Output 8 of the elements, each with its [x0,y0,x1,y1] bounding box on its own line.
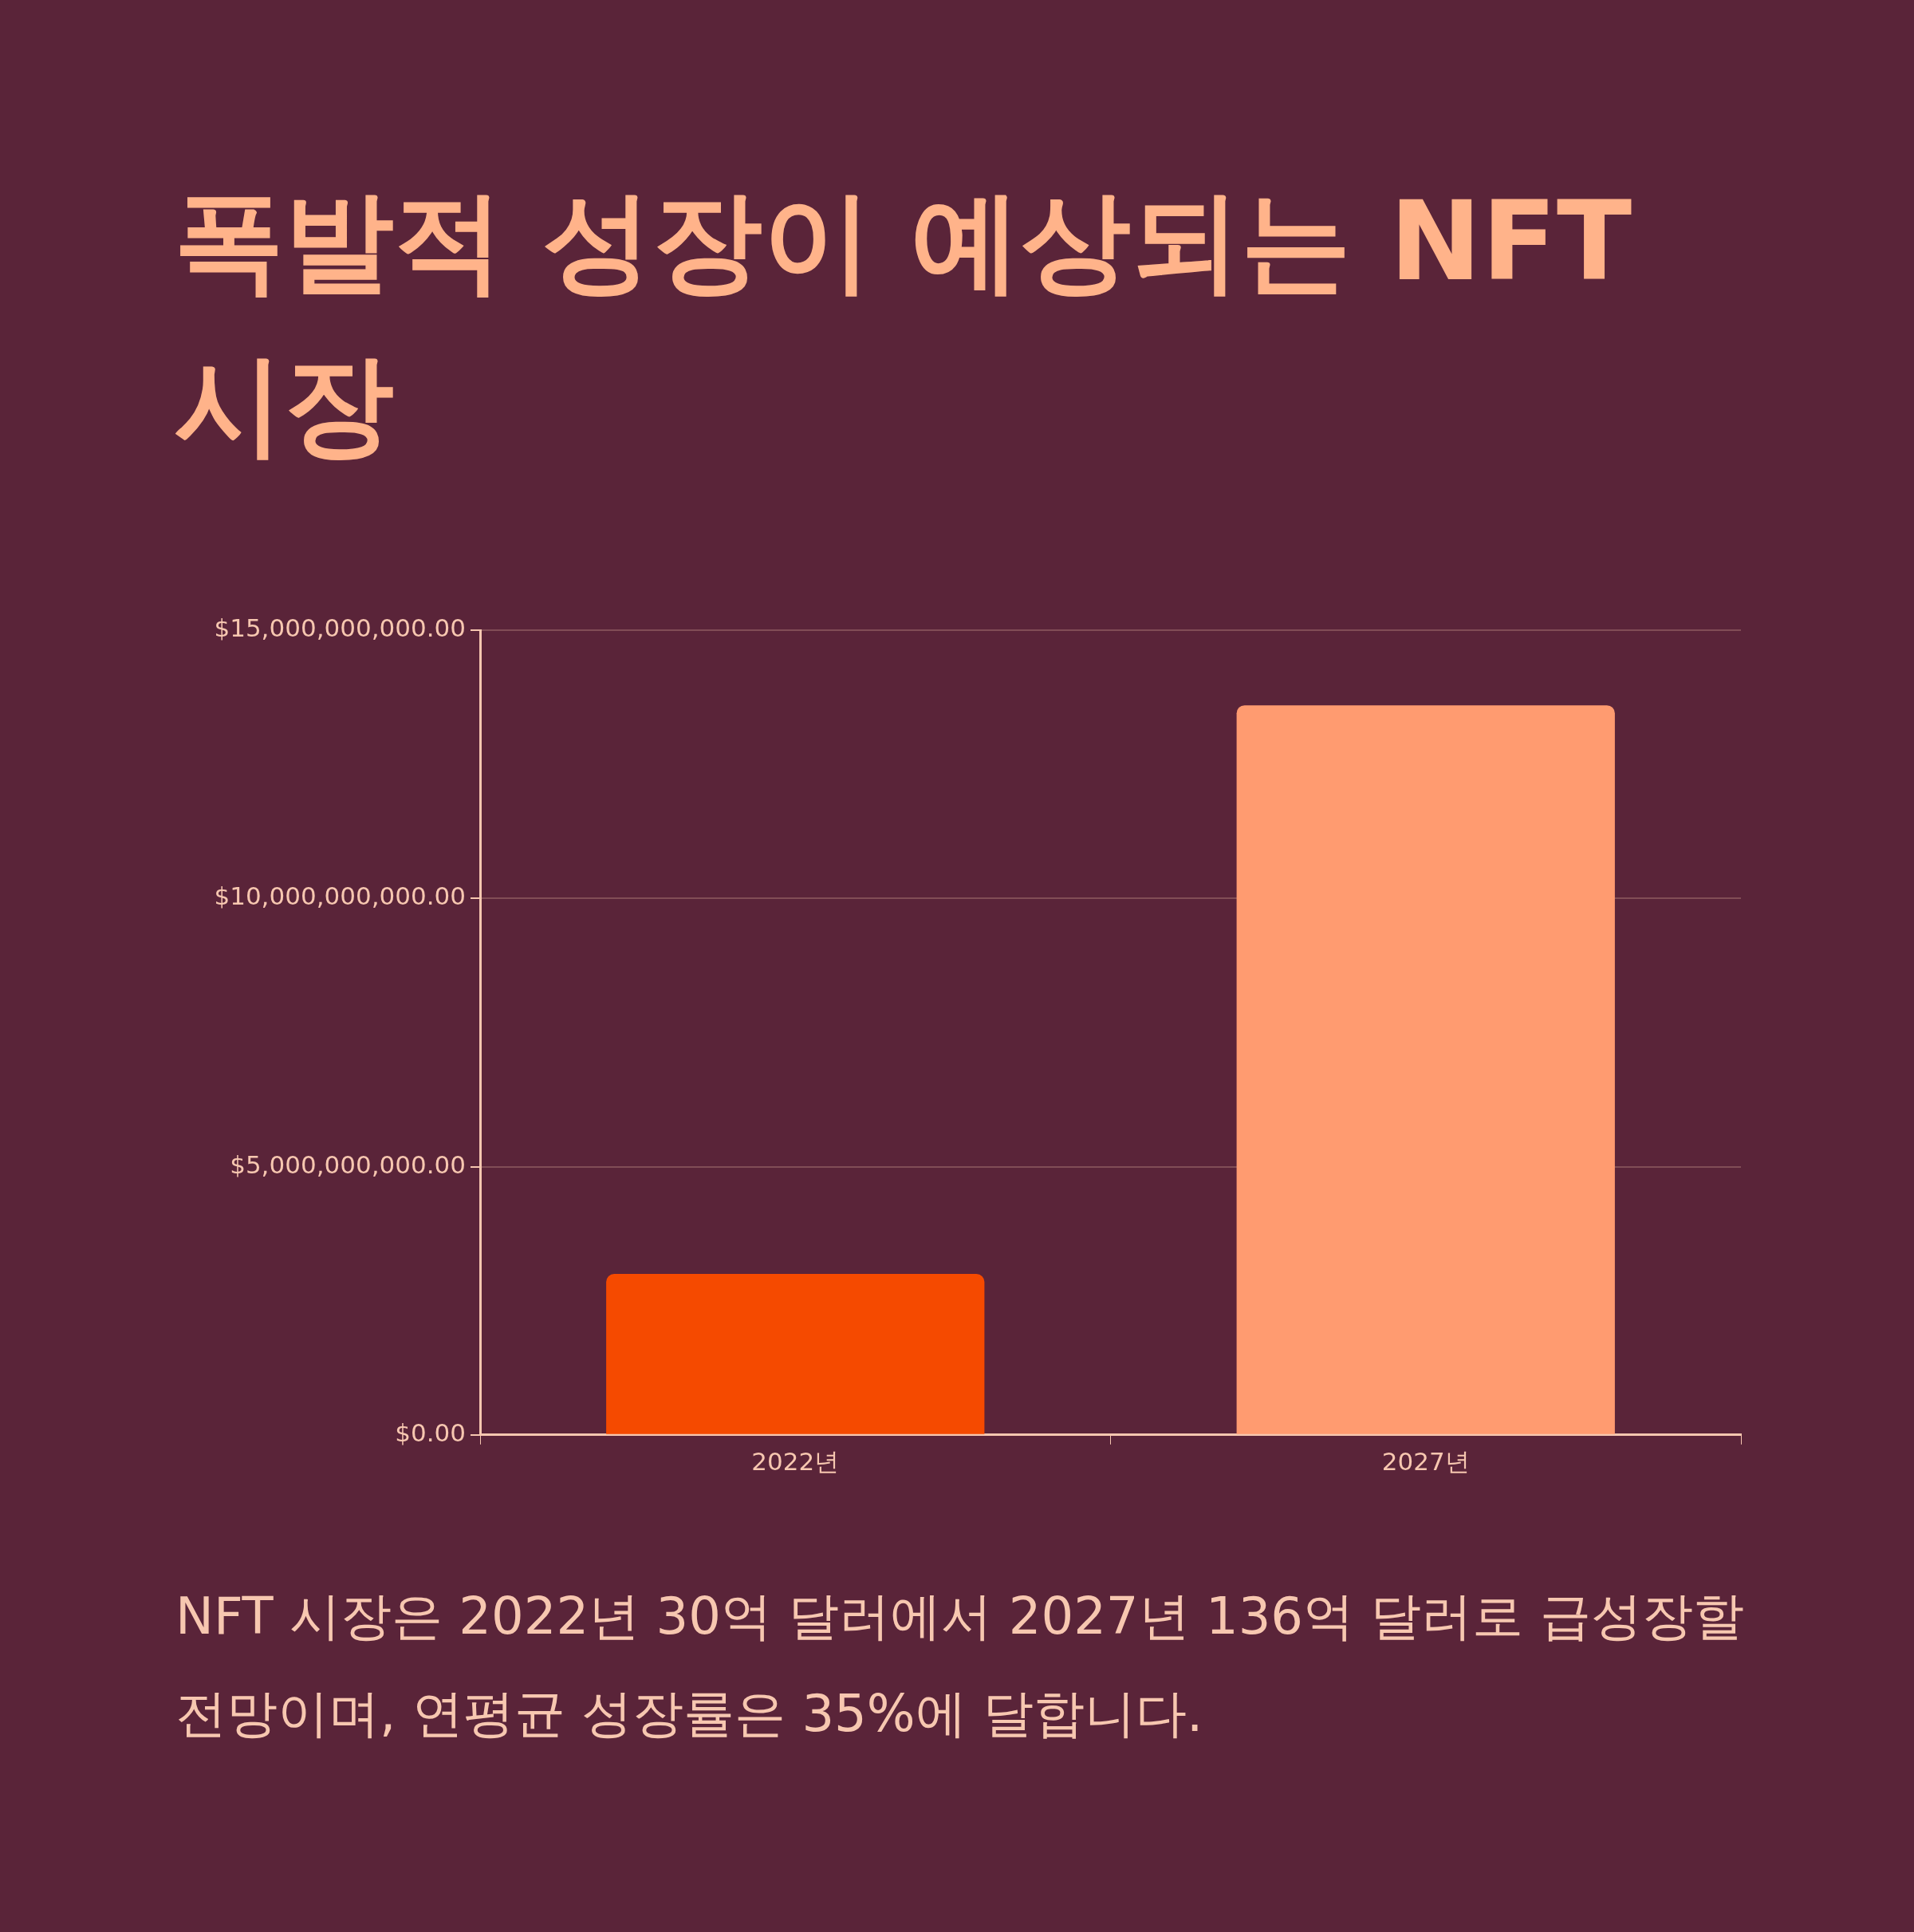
chart-title: 폭발적 성장이 예상되는 NFT 시장 [174,176,1633,471]
y-tick-label: $0.00 [395,1417,466,1447]
y-tick-label: $10,000,000,000.00 [214,881,466,911]
text: NFT 시장은 2022년 30억 달러에서 2027년 136억 달러로 급성장할 전망이며, 연평균 성장률은 35%에 달합니다. [175,1586,1745,1745]
x-tick-label: 2022년 [751,1447,840,1477]
y-tick-label: $15,000,000,000.00 [214,613,466,643]
y-tick-label: $5,000,000,000.00 [230,1149,466,1179]
x-tick-label: 2027년 [1381,1447,1470,1477]
